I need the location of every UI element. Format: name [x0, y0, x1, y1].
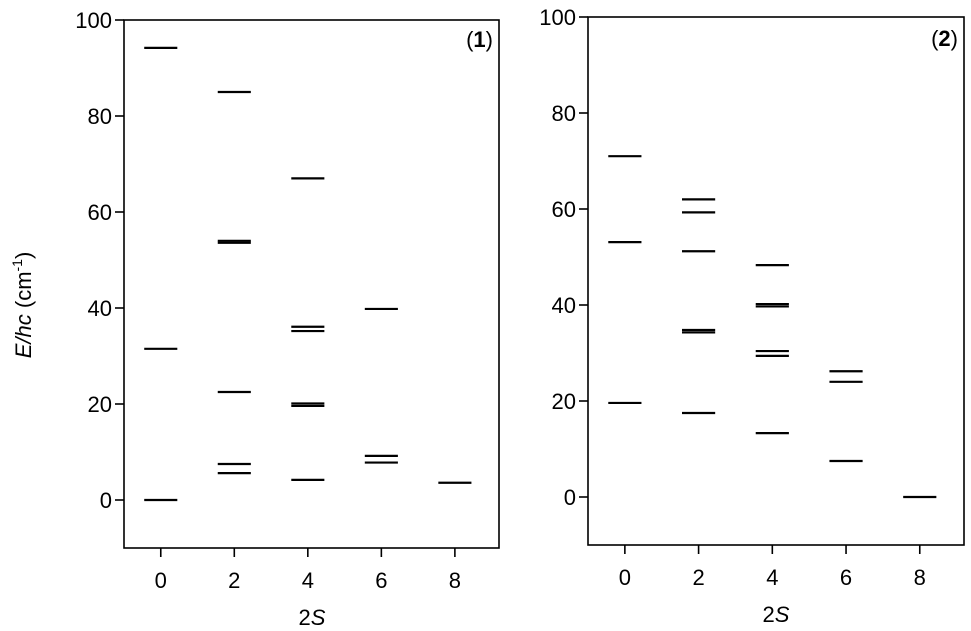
x-tick-label: 0 — [155, 568, 167, 593]
x-axis-label: 2S — [299, 605, 326, 630]
x-tick-label: 8 — [449, 568, 461, 593]
x-tick-label: 2 — [692, 565, 704, 590]
y-tick-label: 60 — [88, 200, 112, 225]
x-tick-label: 6 — [375, 568, 387, 593]
x-tick-label: 4 — [766, 565, 778, 590]
panel-label: (2) — [931, 26, 958, 51]
y-tick-label: 80 — [552, 101, 576, 126]
x-tick-label: 6 — [840, 565, 852, 590]
y-tick-label: 40 — [552, 293, 576, 318]
x-axis-ticks: 0 2 4 6 8 — [155, 548, 461, 593]
y-tick-label: 0 — [100, 488, 112, 513]
panel-label: (1) — [466, 27, 493, 52]
y-tick-label: 100 — [539, 5, 576, 30]
x-tick-label: 0 — [619, 565, 631, 590]
y-tick-label: 20 — [88, 392, 112, 417]
panel-1: 0 20 40 60 80 100 0 2 4 6 8 (1) 2S — [75, 8, 500, 630]
y-axis-ticks: 0 20 40 60 80 100 — [539, 5, 588, 510]
panel-2: 0 20 40 60 80 100 0 2 4 6 8 (2) 2S — [539, 5, 965, 627]
x-axis-label: 2S — [763, 602, 790, 627]
x-axis-ticks: 0 2 4 6 8 — [619, 545, 926, 590]
y-axis-label: E/hc (cm-1) — [9, 252, 36, 359]
y-tick-label: 100 — [75, 8, 112, 33]
y-axis-ticks: 0 20 40 60 80 100 — [75, 8, 124, 513]
y-tick-label: 40 — [88, 296, 112, 321]
y-tick-label: 60 — [552, 197, 576, 222]
x-tick-label: 4 — [302, 568, 314, 593]
plot-frame — [587, 16, 965, 546]
energy-levels — [144, 46, 472, 502]
y-tick-label: 20 — [552, 389, 576, 414]
x-tick-label: 2 — [228, 568, 240, 593]
energy-levels — [608, 155, 937, 499]
x-tick-label: 8 — [914, 565, 926, 590]
y-tick-label: 0 — [564, 485, 576, 510]
y-tick-label: 80 — [88, 104, 112, 129]
plot-frame — [123, 19, 500, 549]
